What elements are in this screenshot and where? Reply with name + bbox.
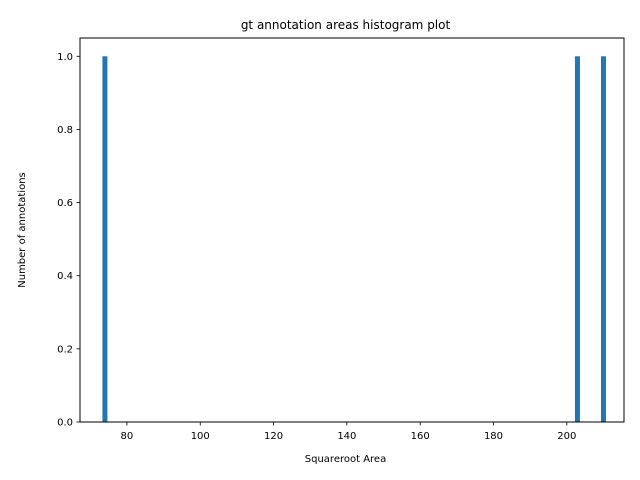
y-tick-label: 0.6 [57, 198, 73, 209]
x-tick-label: 160 [411, 431, 430, 442]
plot-frame [79, 37, 625, 423]
x-tick-label: 180 [484, 431, 503, 442]
histogram-bar [574, 56, 580, 423]
y-tick-label: 0.2 [57, 344, 73, 355]
y-axis-label: Number of annotations [17, 172, 28, 288]
x-tick-label: 80 [121, 431, 134, 442]
histogram-bar [600, 56, 606, 423]
x-tick-label: 140 [337, 431, 356, 442]
y-axis-ticks: 0.0 0.2 0.4 0.6 0.8 1.0 [57, 52, 80, 429]
y-tick-label: 0.0 [57, 418, 73, 429]
x-axis-ticks: 80 100 120 140 160 180 200 [121, 422, 576, 442]
y-tick-label: 0.8 [57, 125, 73, 136]
bars-group [102, 56, 606, 423]
x-axis-label: Squareroot Area [305, 454, 386, 465]
y-tick-label: 0.4 [57, 271, 73, 282]
chart-title: gt annotation areas histogram plot [241, 18, 451, 32]
x-tick-label: 120 [264, 431, 283, 442]
y-tick-label: 1.0 [57, 52, 73, 63]
x-tick-label: 100 [191, 431, 210, 442]
x-tick-label: 200 [557, 431, 576, 442]
histogram-bar [102, 56, 108, 423]
